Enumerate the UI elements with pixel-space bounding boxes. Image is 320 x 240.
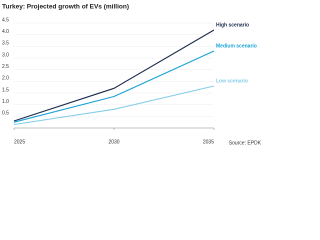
y-tick-label: 2.0	[2, 76, 9, 82]
x-tick-label: 2030	[108, 139, 119, 145]
series-line	[13, 50, 215, 123]
y-tick-label: 2.5	[2, 64, 9, 70]
y-tick-label: 4.5	[2, 17, 9, 23]
x-tick-label: 2025	[14, 139, 25, 145]
source: Source: EPDK	[229, 140, 262, 146]
chart: Turkey: Projected growth of EVs (million…	[2, 4, 262, 147]
series-line	[13, 29, 215, 122]
series-label: Low scenario	[216, 78, 248, 84]
y-tick-label: 0.5	[2, 111, 9, 117]
y-tick-label: 3.5	[2, 41, 9, 47]
series-label: Medium scenario	[216, 43, 257, 49]
y-tick-label: 3.0	[2, 52, 9, 58]
y-tick-label: 1.5	[2, 87, 9, 93]
series-label: High scenario	[216, 22, 249, 28]
y-tick-label: 4.0	[2, 29, 9, 35]
series-line	[13, 85, 215, 126]
chart-title: Turkey: Projected growth of EVs (million…	[2, 4, 129, 11]
y-tick-label: 1.0	[2, 99, 9, 105]
x-tick-label: 2035	[203, 139, 214, 145]
